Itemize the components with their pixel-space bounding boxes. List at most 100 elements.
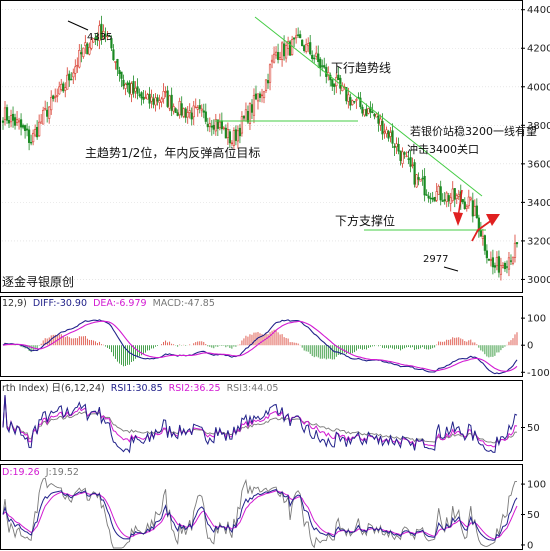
candle-body — [477, 217, 480, 232]
candle-body — [96, 36, 99, 41]
candle-body — [451, 188, 454, 201]
candle-body — [415, 174, 418, 188]
rsi-panel-frame — [0, 380, 523, 461]
candle-body — [190, 112, 193, 120]
rsi-header-prefix: rth Index) 日(6,12,24) — [2, 383, 105, 394]
candle-body — [507, 257, 511, 270]
candle-body — [272, 53, 276, 63]
candle-body — [244, 109, 248, 122]
candle-body — [108, 35, 111, 37]
rsi-header: rth Index) 日(6,12,24) RSI1:30.85 RSI2:36… — [2, 383, 278, 394]
candle-body — [17, 120, 21, 123]
candle-body — [447, 195, 450, 202]
macd-dif-line — [2, 319, 518, 375]
candle-body — [106, 35, 109, 38]
price-tick-label: 3200 — [527, 236, 550, 247]
rsi1-value: RSI1:30.85 — [111, 383, 163, 394]
candle-body — [186, 112, 189, 118]
candle-body — [401, 151, 404, 164]
candle-body — [381, 120, 384, 135]
candle-body — [19, 119, 23, 128]
candle-body — [423, 175, 426, 196]
candle-body — [367, 108, 370, 114]
candle-body — [208, 123, 211, 127]
candle-body — [413, 162, 416, 185]
candle-body — [210, 125, 213, 128]
candle-body — [7, 120, 11, 124]
candle-body — [463, 201, 466, 209]
candle-body — [188, 110, 191, 113]
candle-body — [58, 86, 61, 95]
candle-body — [347, 94, 350, 102]
candle-body — [23, 125, 27, 131]
candle-body — [337, 74, 340, 80]
macd-dea-line — [2, 320, 518, 372]
candle-body — [449, 197, 452, 204]
candle-body — [200, 108, 203, 111]
candle-body — [94, 37, 97, 39]
candle-body — [176, 112, 179, 116]
candle-body — [180, 103, 183, 116]
candle-body — [479, 229, 482, 237]
candle-body — [439, 186, 442, 201]
candle-body — [80, 52, 83, 55]
candle-body — [76, 64, 79, 67]
candle-body — [214, 119, 217, 132]
macd-panel: 12,9) DIFF:-30.90 DEA:-6.979 MACD:-47.85… — [0, 296, 550, 379]
candle-body — [305, 43, 308, 52]
kdj-d-value: D:19.26 — [2, 467, 40, 478]
candle-body — [28, 129, 31, 143]
candle-body — [158, 100, 161, 103]
candle-body — [355, 99, 358, 101]
candle-body — [218, 121, 221, 128]
candle-body — [509, 260, 513, 262]
candle-body — [333, 83, 336, 87]
candle-body — [130, 83, 133, 95]
candle-body — [246, 111, 250, 123]
candle-body — [34, 129, 37, 136]
candle-body — [32, 132, 35, 143]
rsi3-line — [2, 394, 518, 444]
price-tick-label: 3800 — [527, 121, 550, 132]
candle-body — [86, 43, 89, 55]
candle-body — [321, 65, 324, 67]
kdj-tick-label: 100 — [527, 480, 546, 491]
candle-body — [48, 106, 51, 119]
candle-body — [363, 109, 366, 116]
candle-body — [457, 194, 460, 197]
candle-body — [307, 43, 310, 47]
candle-body — [196, 107, 199, 110]
candle-body — [371, 111, 374, 113]
note-line-2: 冲击3400关口 — [407, 142, 479, 156]
candle-body — [68, 73, 71, 81]
candle-body — [303, 45, 306, 51]
candle-body — [377, 115, 380, 124]
candle-body — [266, 80, 270, 84]
kdj-plot — [2, 477, 518, 549]
candle-body — [100, 23, 103, 39]
candle-body — [236, 130, 240, 142]
candle-body — [421, 177, 424, 180]
candle-body — [25, 128, 29, 131]
candle-body — [443, 199, 446, 202]
kdj-d-line — [2, 490, 518, 540]
macd-plot — [2, 319, 518, 375]
candle-body — [515, 242, 519, 245]
candle-body — [134, 87, 137, 92]
kdj-header: D:19.26 J:19.52 — [2, 467, 79, 478]
candle-body — [224, 127, 227, 139]
candle-body — [309, 42, 312, 55]
candle-body — [383, 131, 386, 134]
candle-body — [248, 103, 252, 124]
candle-body — [375, 113, 378, 118]
rsi2-value: RSI2:36.25 — [169, 383, 221, 394]
rsi3-value: RSI3:44.05 — [227, 383, 279, 394]
candle-body — [435, 191, 438, 201]
kdj-tick-label: 0 — [527, 540, 533, 551]
kdj-k-line — [2, 489, 518, 541]
candle-body — [293, 37, 296, 40]
candle-body — [198, 105, 201, 109]
candle-body — [184, 108, 187, 118]
candle-body — [138, 94, 141, 96]
candle-body — [473, 206, 476, 216]
